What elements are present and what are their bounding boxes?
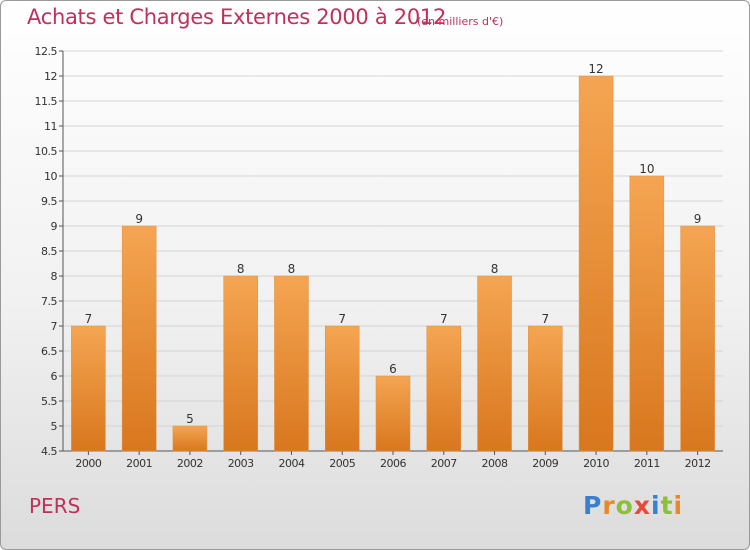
y-tick-label: 11 <box>44 120 57 133</box>
x-tick-label: 2010 <box>583 457 609 470</box>
y-tick-label: 12.5 <box>35 45 58 58</box>
y-tick-label: 9.5 <box>41 195 57 208</box>
bar <box>528 325 563 452</box>
x-tick-label: 2002 <box>177 457 203 470</box>
bar <box>680 225 715 452</box>
chart-subtitle: (en milliers d'€) <box>417 15 504 28</box>
x-tick-label: 2004 <box>278 457 304 470</box>
y-tick-label: 5.5 <box>41 395 57 408</box>
bars <box>71 75 715 452</box>
y-tick-label: 9 <box>51 220 58 233</box>
x-tick-label: 2011 <box>634 457 660 470</box>
x-tick-label: 2000 <box>75 457 101 470</box>
axes: 4.5 5 5.5 6 6.5 7 7.5 8 8.5 9 9.5 10 10.5 11 11.5 12 12.… <box>35 45 723 470</box>
bar <box>223 275 258 452</box>
y-tick-label: 10.5 <box>35 145 58 158</box>
data-label: 7 <box>541 312 549 326</box>
chart-title: Achats et Charges Externes 2000 à 2012 <box>27 5 447 29</box>
y-tick-label: 8.5 <box>41 245 57 258</box>
data-label: 9 <box>694 212 702 226</box>
x-tick-label: 2005 <box>329 457 355 470</box>
commune-name: PERS <box>29 494 81 518</box>
data-label: 8 <box>491 262 499 276</box>
data-label: 6 <box>389 362 397 376</box>
y-tick-label: 5 <box>51 420 58 433</box>
data-label: 7 <box>440 312 448 326</box>
bar <box>426 325 462 452</box>
y-tick-label: 10 <box>44 170 57 183</box>
x-tick-label: 2001 <box>126 457 152 470</box>
bar <box>477 275 512 452</box>
y-tick-label: 8 <box>51 270 58 283</box>
data-label: 7 <box>85 312 93 326</box>
bar <box>274 275 309 452</box>
y-tick-label: 6.5 <box>41 345 57 358</box>
y-tick-label: 4.5 <box>41 445 57 458</box>
x-tick-label: 2012 <box>685 457 711 470</box>
bar <box>71 325 106 452</box>
bar <box>629 175 665 452</box>
x-tick-label: 2003 <box>228 457 254 470</box>
x-tick-label: 2007 <box>431 457 457 470</box>
bar <box>172 425 208 452</box>
data-label: 12 <box>588 62 603 76</box>
data-label: 7 <box>338 312 346 326</box>
data-label: 8 <box>288 262 296 276</box>
data-label: 8 <box>237 262 245 276</box>
proxiti-logo[interactable]: Proxiti <box>583 491 684 520</box>
data-label: 9 <box>135 212 143 226</box>
data-label: 10 <box>639 162 654 176</box>
data-label: 5 <box>186 412 194 426</box>
x-tick-label: 2008 <box>482 457 508 470</box>
x-tick-label: 2006 <box>380 457 406 470</box>
y-tick-label: 6 <box>51 370 58 383</box>
bar <box>121 225 157 452</box>
bar <box>375 375 411 452</box>
y-tick-label: 7.5 <box>41 295 57 308</box>
y-tick-label: 11.5 <box>35 95 58 108</box>
bar <box>324 325 360 452</box>
data-labels: 7 9 5 8 8 7 6 7 8 7 12 10 9 <box>85 62 702 426</box>
bar <box>578 75 614 452</box>
x-tick-label: 2009 <box>532 457 558 470</box>
y-tick-label: 12 <box>44 70 57 83</box>
y-tick-label: 7 <box>51 320 58 333</box>
